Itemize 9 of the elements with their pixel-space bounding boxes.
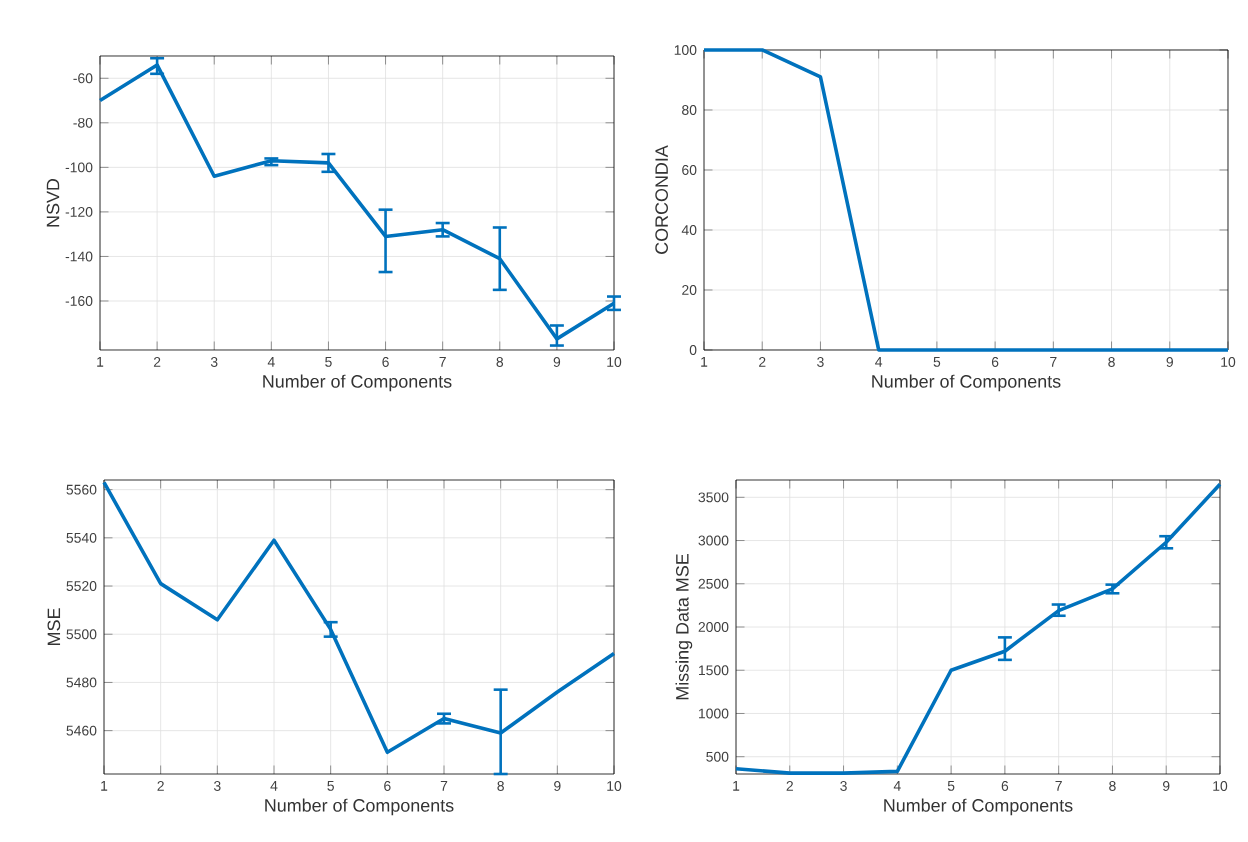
line-series [734,482,1222,775]
y-axis-title: NSVD [46,178,60,227]
x-axis-title: Number of Components [884,798,1073,816]
x-axis-title: Number of Components [872,374,1061,392]
x-axis-title: Number of Components [265,798,454,816]
x-axis-title: Number of Components [263,374,452,392]
y-axis-title: CORCONDIA [655,145,668,254]
y-axis-title: MSE [47,608,61,645]
y-axis-title: Missing Data MSE [675,554,693,700]
